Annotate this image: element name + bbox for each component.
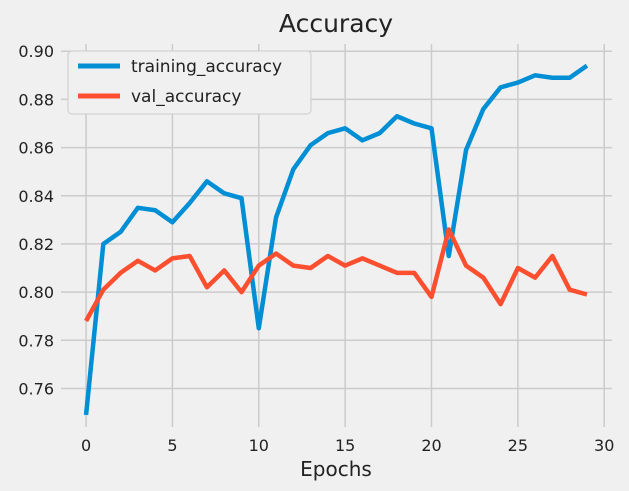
series-line-val-accuracy (84, 227, 588, 323)
x-tick-label: 0 (81, 436, 91, 455)
legend-label-val: val_accuracy (131, 87, 241, 107)
y-tick-label: 0.88 (18, 90, 54, 109)
x-tick-label: 15 (335, 436, 355, 455)
legend: training_accuracy val_accuracy (67, 50, 312, 115)
x-tick-label: 20 (421, 436, 441, 455)
x-axis-title: Epochs (300, 457, 372, 481)
legend-box (67, 50, 312, 115)
chart-title: Accuracy (279, 9, 393, 38)
y-tick-label: 0.84 (18, 187, 54, 206)
y-tick-label: 0.90 (18, 42, 54, 61)
y-tick-label: 0.82 (18, 235, 54, 254)
series-line-training-accuracy (83, 63, 589, 416)
y-tick-label: 0.86 (18, 139, 54, 158)
tick-labels: 0 5 10 15 20 25 30 0.76 0.78 0.80 0.82 0.84 0.86 0.88… (18, 42, 614, 455)
y-tick-label: 0.76 (18, 379, 54, 398)
x-tick-label: 5 (167, 436, 177, 455)
y-tick-label: 0.80 (18, 283, 54, 302)
x-tick-label: 30 (594, 436, 614, 455)
x-tick-label: 25 (508, 436, 528, 455)
legend-label-training: training_accuracy (131, 57, 282, 77)
x-tick-label: 10 (249, 436, 269, 455)
y-tick-label: 0.78 (18, 331, 54, 350)
series-layer (83, 63, 589, 416)
